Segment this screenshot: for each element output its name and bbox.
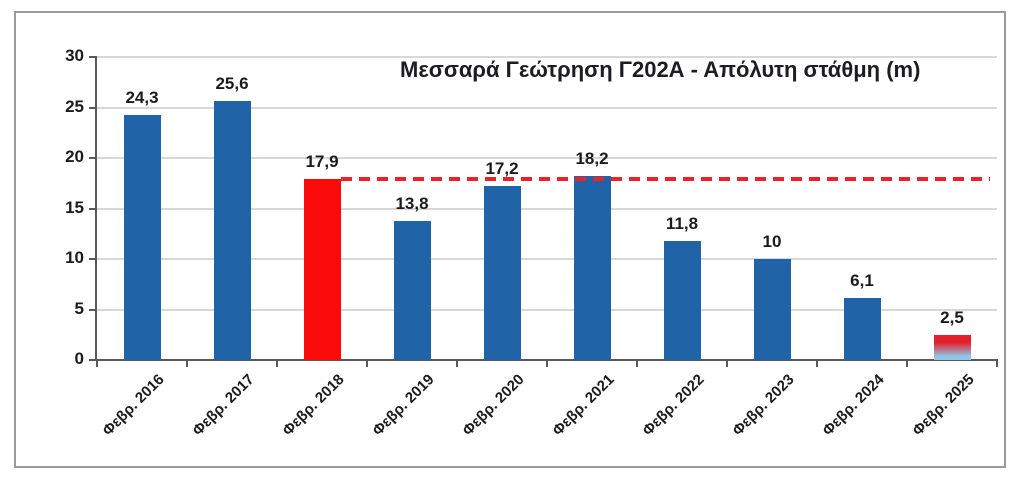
gridline-15 xyxy=(97,208,997,210)
x-axis-tick xyxy=(276,359,278,367)
y-axis-tick-label: 25 xyxy=(65,97,84,116)
y-axis-tick xyxy=(89,309,97,311)
gridline-10 xyxy=(97,258,997,260)
y-axis-tick xyxy=(89,359,97,361)
y-axis-tick-label: 15 xyxy=(65,198,84,217)
chart-bar-Φεβρ-2022 xyxy=(664,241,701,360)
y-axis-tick-label: 20 xyxy=(65,147,84,166)
x-axis-tick xyxy=(546,359,548,367)
x-axis-tick xyxy=(96,359,98,367)
x-axis-tick xyxy=(816,359,818,367)
chart-bar-Φεβρ-2023 xyxy=(754,259,791,360)
chart-bar-Φεβρ-2018 xyxy=(304,179,341,360)
gridline-25 xyxy=(97,107,997,109)
chart-bar-Φεβρ-2019 xyxy=(394,221,431,360)
bar-value-label: 24,3 xyxy=(125,88,159,107)
gridline-30 xyxy=(97,56,997,58)
bar-value-label: 17,2 xyxy=(485,159,519,178)
y-axis-tick-label: 5 xyxy=(74,299,84,318)
chart-bar-Φεβρ-2024 xyxy=(844,298,881,360)
chart-bar-Φεβρ-2021 xyxy=(574,176,611,360)
y-axis-tick-label: 0 xyxy=(74,349,84,368)
y-axis-tick-label: 30 xyxy=(65,46,84,65)
bar-value-label: 10 xyxy=(762,232,782,251)
x-axis-tick xyxy=(906,359,908,367)
chart-bar-Φεβρ-2016 xyxy=(124,115,161,360)
y-axis-tick xyxy=(89,56,97,58)
bar-value-label: 13,8 xyxy=(395,194,429,213)
y-axis-tick xyxy=(89,208,97,210)
x-axis-tick xyxy=(186,359,188,367)
x-axis-tick xyxy=(456,359,458,367)
chart-bar-Φεβρ-2017 xyxy=(214,101,251,360)
bar-value-label: 18,2 xyxy=(575,149,609,168)
y-axis-tick xyxy=(89,107,97,109)
y-axis-line xyxy=(95,57,97,361)
y-axis-tick-label: 10 xyxy=(65,248,84,267)
bar-value-label: 2,5 xyxy=(940,308,964,327)
y-axis-tick xyxy=(89,258,97,260)
x-axis-tick xyxy=(636,359,638,367)
bar-value-label: 6,1 xyxy=(850,271,874,290)
gridline-5 xyxy=(97,309,997,311)
gridline-20 xyxy=(97,157,997,159)
bar-value-label: 17,9 xyxy=(305,152,339,171)
chart-bar-Φεβρ-2025 xyxy=(934,335,971,360)
x-axis-tick xyxy=(996,359,998,367)
chart-bar-Φεβρ-2020 xyxy=(484,186,521,360)
chart-title: Μεσσαρά Γεώτρηση Γ202Α - Απόλυτη στάθμη … xyxy=(400,57,921,82)
bar-value-label: 25,6 xyxy=(215,74,249,93)
x-axis-tick xyxy=(366,359,368,367)
x-axis-tick xyxy=(726,359,728,367)
reference-dashed-line xyxy=(341,177,990,181)
y-axis-tick xyxy=(89,157,97,159)
bar-value-label: 11,8 xyxy=(665,214,699,233)
